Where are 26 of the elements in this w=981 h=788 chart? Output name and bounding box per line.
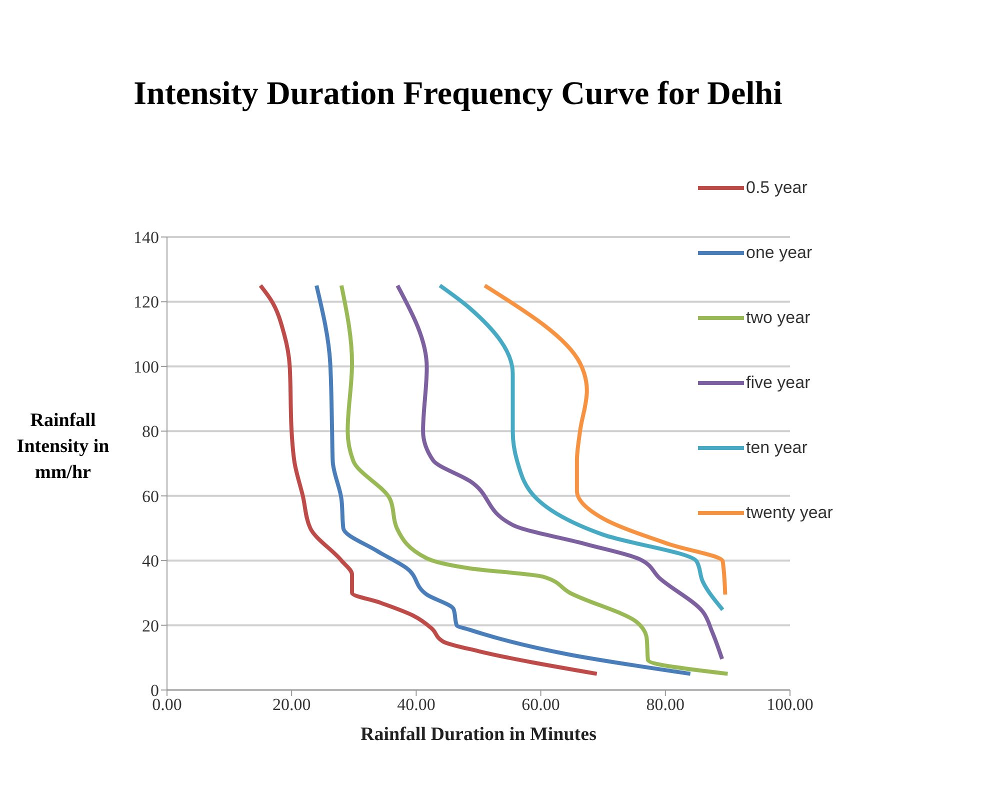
legend-label: twenty year — [746, 503, 833, 523]
legend-label: ten year — [746, 438, 808, 458]
legend-label: two year — [746, 308, 810, 328]
legend-label: one year — [746, 243, 812, 263]
legend-label: 0.5 year — [746, 178, 808, 198]
chart-title: Intensity Duration Frequency Curve for Delhi — [132, 76, 784, 113]
line-series — [258, 284, 599, 676]
line-series — [482, 284, 728, 597]
x-tick-label: 0.00 — [152, 695, 182, 714]
y-axis-title: Rainfall Intensity in mm/hr — [16, 409, 110, 485]
x-axis-title: Rainfall Duration in Minutes — [360, 724, 596, 745]
x-tick-label: 60.00 — [522, 695, 560, 714]
x-tick-label: 20.00 — [272, 695, 311, 714]
y-tick-label: 80 — [142, 422, 159, 442]
y-tick-label: 140 — [134, 228, 159, 248]
y-tick-label: 20 — [142, 616, 159, 636]
y-tick-label: 120 — [134, 292, 159, 312]
y-tick-label: 60 — [142, 486, 159, 506]
x-tick-label: 80.00 — [646, 695, 685, 714]
line-series — [396, 284, 724, 661]
x-tick-label: 40.00 — [397, 695, 436, 714]
y-tick-label: 40 — [142, 552, 159, 571]
y-tick-label: 100 — [134, 357, 159, 376]
legend-label: five year — [746, 373, 810, 393]
x-tick-label: 100.00 — [766, 695, 814, 714]
line-series — [438, 284, 725, 612]
